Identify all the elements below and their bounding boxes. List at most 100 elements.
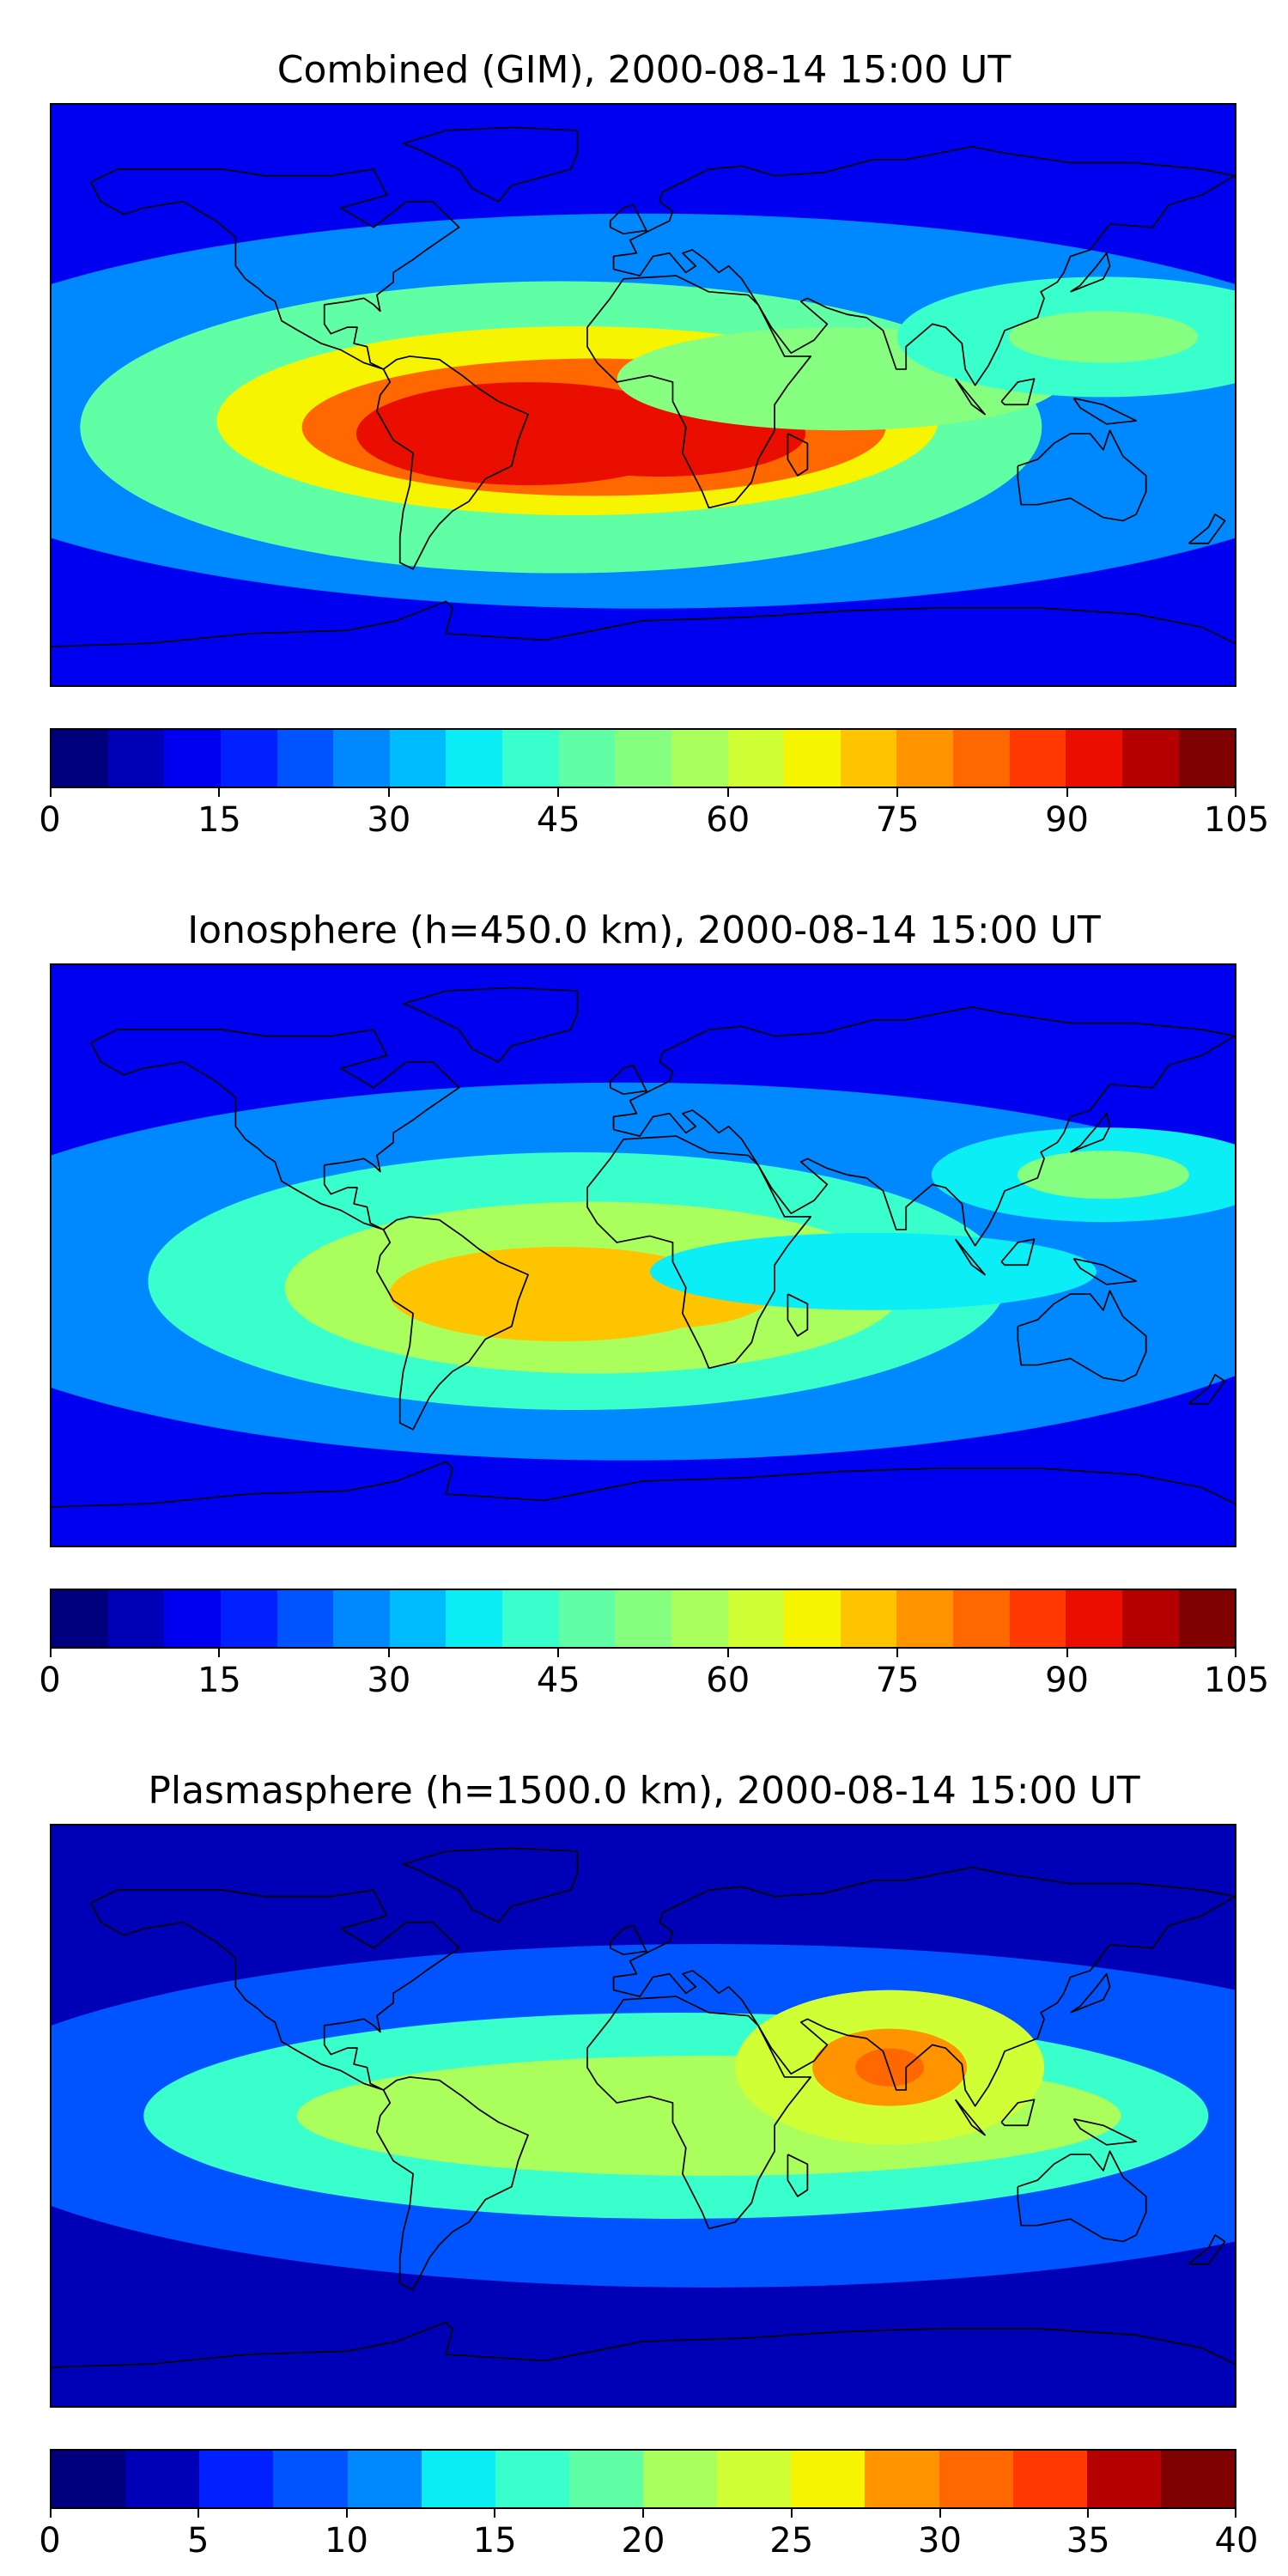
colorbar-ticks-plasmasphere: 0 5 10 15 20 25 30 35 40 <box>39 2509 1258 2561</box>
colorbar-tick <box>557 788 560 797</box>
colorbar-tick-label: 90 <box>1045 800 1090 840</box>
colorbar-tick <box>896 788 899 797</box>
colorbar-tick <box>50 1649 52 1657</box>
colorbar-segment <box>727 1590 785 1647</box>
map-svg-combined <box>52 105 1235 685</box>
colorbar-segment <box>615 1590 671 1647</box>
colorbar-segment <box>164 1590 221 1647</box>
colorbar-tick-label: 15 <box>197 1661 241 1700</box>
colorbar-segment <box>273 2451 348 2507</box>
map-combined <box>50 103 1236 687</box>
coastline-1 <box>376 1216 529 1431</box>
coastline-5 <box>609 1924 647 1956</box>
coastline-9 <box>954 378 986 416</box>
coastline-9 <box>954 2099 986 2136</box>
coastline-12 <box>1188 1374 1226 1405</box>
colorbar-tick-label: 90 <box>1045 1661 1090 1700</box>
colorbar-tick-label: 10 <box>325 2521 368 2561</box>
colorbar-tick <box>726 1649 729 1657</box>
colorbar-segment <box>52 730 108 787</box>
colorbar-tick <box>1235 788 1236 797</box>
colorbar-tick-label: 35 <box>1066 2521 1110 2561</box>
coastline-5 <box>609 1064 647 1096</box>
colorbar-segment <box>125 2451 200 2507</box>
colorbar-segment <box>558 730 616 787</box>
colorbar-segment <box>421 2451 495 2507</box>
colorbar-ticks-combined: 0 15 30 45 60 75 90 105 <box>39 788 1269 840</box>
colorbar-segment <box>671 1590 728 1647</box>
colorbar-segment <box>840 730 897 787</box>
map-svg-ionosphere <box>52 965 1235 1546</box>
colorbar-tick <box>218 1649 221 1657</box>
colorbar-tick <box>642 2509 644 2518</box>
colorbar-tick-label: 5 <box>187 2521 210 2561</box>
map-svg-plasmasphere <box>52 1826 1235 2406</box>
colorbar-segment <box>389 1590 447 1647</box>
colorbar-tick-label: 30 <box>367 1661 411 1700</box>
colorbar-tick-label: 0 <box>39 2521 61 2561</box>
colorbar-tick-label: 30 <box>918 2521 962 2561</box>
colorbar-tick-label: 15 <box>472 2521 517 2561</box>
colorbar-segment <box>199 2451 274 2507</box>
colorbar-segment <box>791 2451 866 2507</box>
coastline-2 <box>403 987 579 1063</box>
colorbar-segment <box>1121 1590 1179 1647</box>
colorbar-combined <box>50 728 1236 788</box>
coastline-8 <box>787 433 809 477</box>
coastline-10 <box>1000 2099 1036 2127</box>
colorbar-tick <box>50 2509 52 2518</box>
coastline-5 <box>609 204 647 235</box>
coastline-6 <box>1070 1112 1111 1153</box>
colorbar-segment <box>446 1590 502 1647</box>
colorbar-tick-label: 0 <box>39 1661 61 1700</box>
colorbar-segment <box>717 2451 792 2507</box>
coastline-7 <box>1017 429 1147 522</box>
colorbar-tick <box>1066 788 1068 797</box>
colorbar-segment <box>389 730 447 787</box>
colorbar-tick <box>1235 2509 1236 2518</box>
coastline-3 <box>586 1135 812 1370</box>
coastline-11 <box>1072 397 1138 425</box>
coastline-6 <box>1070 1972 1111 2014</box>
coastline-13 <box>52 600 1235 647</box>
colorbar-tick <box>387 1649 390 1657</box>
colorbar-tick-label: 40 <box>1214 2521 1259 2561</box>
colorbar-tick-label: 75 <box>875 1661 920 1700</box>
colorbar-ionosphere <box>50 1589 1236 1649</box>
colorbar-segment <box>896 1590 953 1647</box>
colorbar-tick <box>1066 1649 1068 1657</box>
colorbar-segment <box>671 730 728 787</box>
map-ionosphere <box>50 963 1236 1547</box>
colorbar-tick <box>345 2509 348 2518</box>
coastline-7 <box>1017 1290 1147 1382</box>
coastline-9 <box>954 1238 986 1276</box>
colorbar-segment <box>1066 1590 1122 1647</box>
colorbar-tick-label: 75 <box>875 800 920 840</box>
colorbar-tick-label: 105 <box>1203 1661 1270 1700</box>
colorbar-tick-label: 15 <box>197 800 241 840</box>
colorbar-segment <box>727 730 785 787</box>
colorbar-tick-label: 105 <box>1203 800 1270 840</box>
coastline-0 <box>90 1889 460 2091</box>
coastline-3 <box>586 1996 812 2230</box>
coastline-6 <box>1070 252 1111 293</box>
colorbar-tick <box>790 2509 793 2518</box>
colorbar-segment <box>1009 730 1066 787</box>
map-plasmasphere <box>50 1824 1236 2408</box>
colorbar-segment <box>896 730 953 787</box>
colorbar-tick <box>896 1649 899 1657</box>
colorbar-tick <box>557 1649 560 1657</box>
panel-title-ionosphere: Ionosphere (h=450.0 km), 2000-08-14 15:0… <box>187 908 1101 952</box>
colorbar-tick <box>387 788 390 797</box>
coastline-7 <box>1017 2150 1147 2243</box>
colorbar-segment <box>52 1590 108 1647</box>
colorbar-segment <box>1178 730 1236 787</box>
colorbar-tick-label: 45 <box>536 1661 580 1700</box>
colorbar-segment <box>615 730 671 787</box>
panel-title-plasmasphere: Plasmasphere (h=1500.0 km), 2000-08-14 1… <box>148 1769 1140 1813</box>
coastline-13 <box>52 1461 1235 1508</box>
colorbar-tick-label: 45 <box>536 800 580 840</box>
colorbar-tick <box>1087 2509 1090 2518</box>
colorbar-segment <box>1121 730 1179 787</box>
coastline-4 <box>612 145 1235 386</box>
